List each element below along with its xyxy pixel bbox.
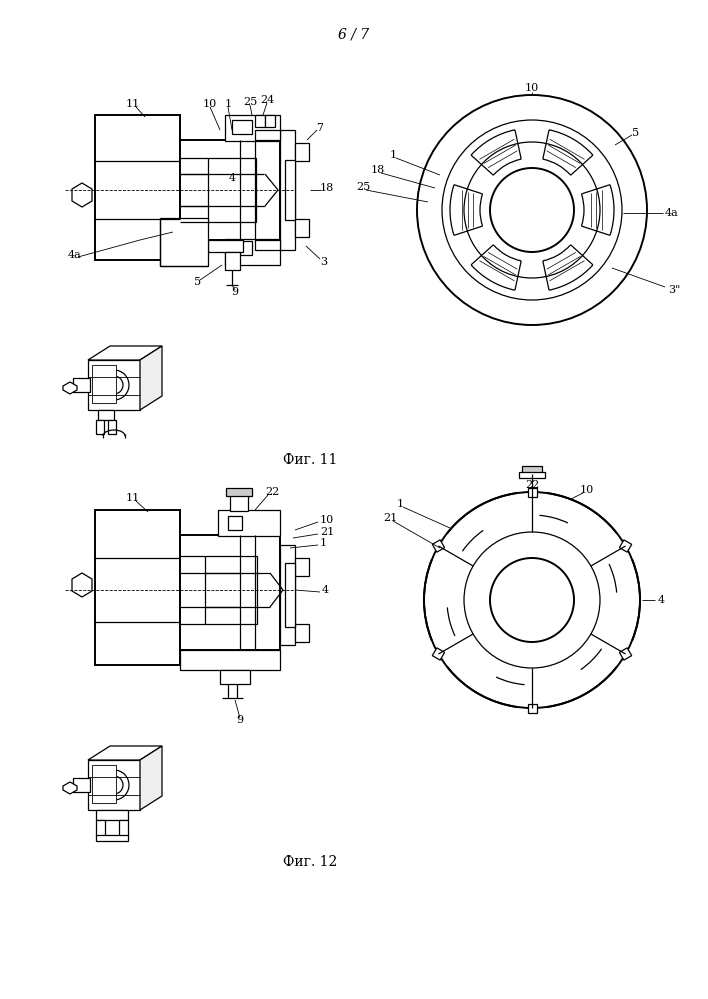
Text: 10: 10 bbox=[320, 515, 334, 525]
Bar bbox=[108, 420, 116, 434]
Bar bbox=[160, 218, 208, 266]
Polygon shape bbox=[140, 746, 162, 810]
Text: 4: 4 bbox=[229, 173, 236, 183]
Polygon shape bbox=[620, 539, 632, 552]
Bar bbox=[92, 765, 116, 803]
Polygon shape bbox=[527, 703, 537, 712]
Bar bbox=[295, 624, 309, 642]
Text: 22: 22 bbox=[525, 480, 539, 490]
Text: 22: 22 bbox=[265, 487, 279, 497]
Bar bbox=[98, 410, 114, 420]
Bar bbox=[295, 558, 309, 576]
Bar bbox=[205, 556, 257, 624]
Polygon shape bbox=[527, 488, 537, 497]
Bar bbox=[228, 516, 242, 530]
Polygon shape bbox=[63, 382, 77, 394]
Bar bbox=[218, 510, 280, 536]
Text: 24: 24 bbox=[260, 95, 274, 105]
Bar bbox=[232, 241, 252, 255]
Text: 9: 9 bbox=[236, 715, 244, 725]
Text: 7: 7 bbox=[316, 123, 324, 133]
Bar bbox=[208, 158, 256, 222]
Text: 9: 9 bbox=[232, 287, 239, 297]
Bar bbox=[73, 378, 90, 392]
Bar bbox=[519, 472, 545, 478]
Bar bbox=[180, 650, 280, 670]
Text: 11: 11 bbox=[126, 99, 140, 109]
Polygon shape bbox=[140, 346, 162, 410]
Text: 4a: 4a bbox=[68, 250, 82, 260]
Text: 1: 1 bbox=[224, 99, 232, 109]
Text: 4: 4 bbox=[658, 595, 665, 605]
Bar bbox=[96, 820, 105, 836]
Bar bbox=[280, 130, 295, 250]
Bar bbox=[220, 670, 250, 684]
Text: 25: 25 bbox=[243, 97, 257, 107]
Bar bbox=[255, 115, 265, 127]
Polygon shape bbox=[433, 539, 445, 552]
Text: 1: 1 bbox=[396, 499, 404, 509]
Bar bbox=[225, 115, 280, 141]
Bar bbox=[522, 466, 542, 474]
Bar bbox=[180, 140, 280, 240]
Text: 5: 5 bbox=[195, 277, 202, 287]
Bar bbox=[295, 143, 309, 161]
Polygon shape bbox=[433, 648, 445, 660]
Text: 10: 10 bbox=[203, 99, 217, 109]
Text: 21: 21 bbox=[383, 513, 397, 523]
Bar bbox=[96, 835, 128, 841]
Bar bbox=[225, 252, 240, 270]
Text: 21: 21 bbox=[320, 527, 334, 537]
Bar bbox=[255, 240, 280, 250]
Bar bbox=[225, 239, 280, 265]
Bar bbox=[295, 219, 309, 237]
Polygon shape bbox=[265, 174, 278, 206]
Bar bbox=[265, 115, 275, 127]
Bar bbox=[95, 510, 180, 665]
Bar bbox=[180, 535, 280, 650]
Polygon shape bbox=[88, 346, 162, 360]
Bar bbox=[285, 563, 295, 627]
Bar bbox=[88, 360, 140, 410]
Bar bbox=[232, 120, 252, 134]
Text: 3: 3 bbox=[320, 257, 327, 267]
Polygon shape bbox=[620, 648, 632, 660]
Bar bbox=[95, 115, 180, 260]
Text: 5: 5 bbox=[632, 128, 639, 138]
Bar bbox=[92, 365, 116, 403]
Bar bbox=[280, 545, 295, 645]
Text: 1: 1 bbox=[389, 150, 396, 160]
Bar bbox=[226, 488, 252, 496]
Polygon shape bbox=[63, 782, 77, 794]
Bar bbox=[230, 495, 248, 511]
Bar bbox=[119, 820, 128, 836]
Polygon shape bbox=[72, 573, 92, 597]
Text: 10: 10 bbox=[580, 485, 594, 495]
Text: Фиг. 12: Фиг. 12 bbox=[283, 855, 337, 869]
Bar bbox=[285, 160, 295, 220]
Text: 18: 18 bbox=[371, 165, 385, 175]
Polygon shape bbox=[88, 746, 162, 760]
Text: Фиг. 11: Фиг. 11 bbox=[282, 453, 337, 467]
Text: 11: 11 bbox=[126, 493, 140, 503]
Bar bbox=[96, 420, 104, 434]
Text: 10: 10 bbox=[525, 83, 539, 93]
Text: 18: 18 bbox=[320, 183, 334, 193]
Bar bbox=[255, 130, 280, 140]
Polygon shape bbox=[72, 183, 92, 207]
Text: 6 / 7: 6 / 7 bbox=[338, 27, 370, 41]
Text: 25: 25 bbox=[356, 182, 370, 192]
Text: 1: 1 bbox=[320, 538, 327, 548]
Bar bbox=[88, 760, 140, 810]
Bar bbox=[73, 778, 90, 792]
Bar bbox=[208, 240, 243, 252]
Text: 3": 3" bbox=[668, 285, 680, 295]
Text: 4: 4 bbox=[322, 585, 329, 595]
Bar bbox=[96, 810, 128, 820]
Text: 4a: 4a bbox=[665, 208, 679, 218]
